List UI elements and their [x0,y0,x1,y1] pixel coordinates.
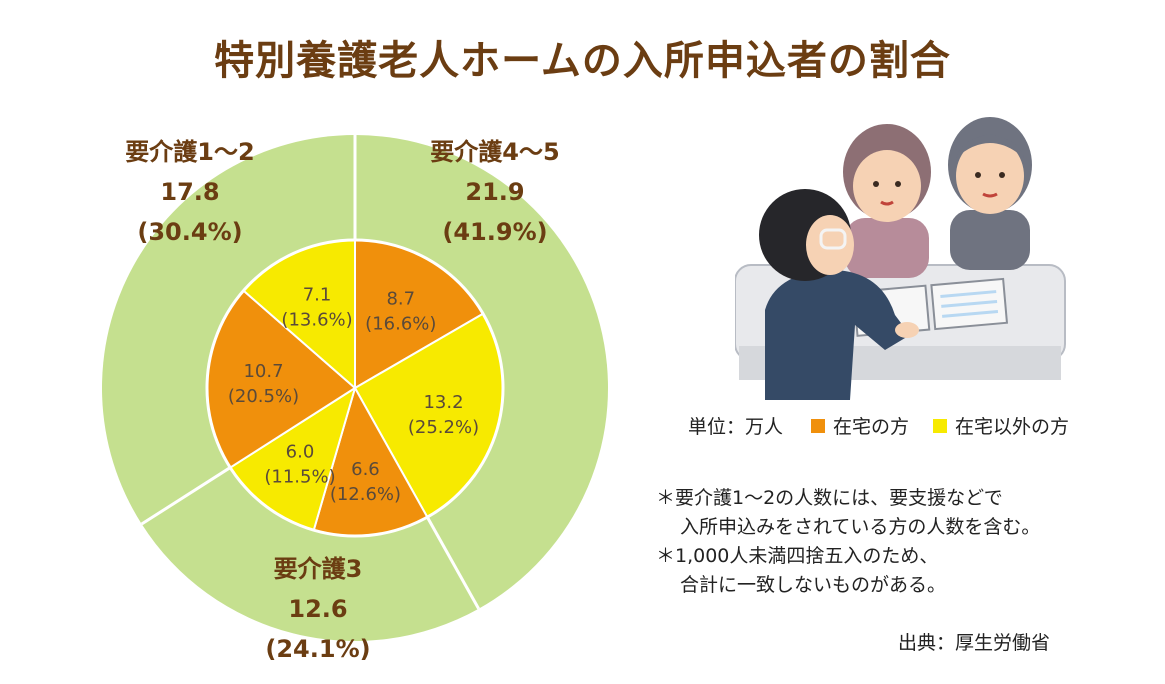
legend-item-non-home: 在宅以外の方 [933,412,1069,439]
outer-group-label: 要介護4～5 [430,138,559,166]
outer-group-label: 要介護3 [274,555,363,583]
outer-group-label: 要介護1～2 [125,138,254,166]
legend-label-non-home: 在宅以外の方 [955,416,1070,438]
legend-label-home: 在宅の方 [833,416,910,438]
footnote-line: ＊1,000人未満四捨五入のため、 [656,545,939,567]
inner-percent-label: (16.6%) [365,313,436,334]
inner-value-label: 8.7 [386,288,415,309]
outer-percent-label: (24.1%) [265,635,370,663]
outer-value-label: 17.8 [160,178,219,206]
legend: 単位：万人 在宅の方 在宅以外の方 [688,412,1093,439]
footnote-line: ＊要介護1～2の人数には、要支援などで [656,487,1003,509]
inner-ring-border [205,238,505,538]
inner-value-label: 6.0 [286,441,315,462]
inner-value-label: 6.6 [351,459,380,480]
consultation-illustration [735,117,1066,400]
inner-percent-label: (12.6%) [330,484,401,505]
outer-percent-label: (30.4%) [137,218,242,246]
legend-swatch-non-home [933,418,948,433]
inner-percent-label: (11.5%) [264,466,335,487]
footnote-line: 入所申込みをされている方の人数を含む。 [680,516,1041,538]
footnote-line: 合計に一致しないものがある。 [680,574,947,596]
outer-percent-label: (41.9%) [442,218,547,246]
outer-value-label: 21.9 [465,178,524,206]
source-credit: 出典：厚生労働省 [898,632,1051,654]
footnotes: ＊要介護1～2の人数には、要支援などで 入所申込みをされている方の人数を含む。 … [656,484,1156,600]
inner-value-label: 10.7 [243,361,283,382]
inner-percent-label: (20.5%) [228,386,299,407]
inner-percent-label: (13.6%) [281,309,352,330]
outer-value-label: 12.6 [288,595,347,623]
group-divider [140,466,232,526]
inner-percent-label: (25.2%) [408,417,479,438]
legend-item-home: 在宅の方 [811,412,909,439]
inner-value-label: 7.1 [303,284,332,305]
chart-title: 特別養護老人ホームの入所申込者の割合 [214,38,951,84]
legend-swatch-home [811,418,826,433]
legend-unit-label: 単位：万人 [688,416,784,438]
inner-value-label: 13.2 [423,392,463,413]
group-divider [426,516,480,610]
